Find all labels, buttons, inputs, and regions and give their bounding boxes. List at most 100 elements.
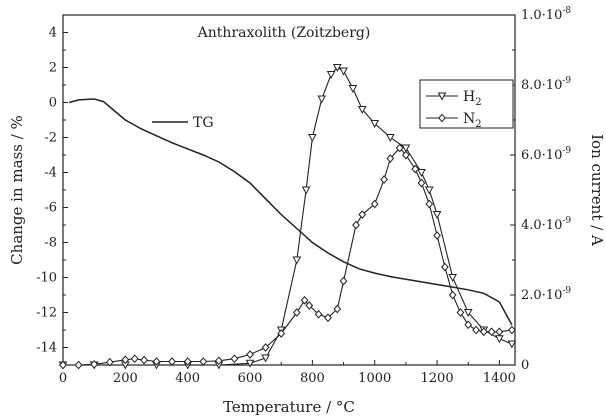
y-right-tick-label: 0 — [521, 358, 529, 373]
legend-box — [419, 79, 514, 129]
series-layer — [58, 64, 517, 370]
series-n2-point — [417, 178, 426, 188]
y-left-tick-label: -2 — [44, 131, 57, 146]
series-n2-point — [183, 357, 192, 366]
series-h2-point — [448, 274, 457, 283]
chart-title: Anthraxolith (Zoitzberg) — [197, 25, 371, 41]
series-h2-point — [507, 340, 517, 349]
series-h2-point — [332, 64, 342, 73]
y-left-tick-label: 0 — [49, 96, 57, 111]
y-left-tick-label: 4 — [49, 26, 57, 41]
y-left-tick-label: -6 — [44, 201, 57, 216]
x-tick-label: 400 — [175, 371, 200, 386]
series-n2-point — [402, 150, 410, 160]
x-axis-title: Temperature / °C — [223, 398, 355, 416]
series-h2-point — [301, 186, 311, 195]
x-tick-label: 1200 — [421, 371, 454, 386]
y-left-tick-label: -14 — [36, 341, 57, 356]
y-left-tick-label: -12 — [36, 306, 57, 321]
series-h2-point — [261, 354, 270, 363]
series-tg-line — [69, 98, 513, 326]
y-right-tick-label: 2.0·10-9 — [521, 286, 571, 303]
tg-annotation-label: TG — [193, 115, 214, 131]
y-left-tick-label: -8 — [44, 236, 57, 251]
y-right-tick-exponent: -9 — [562, 286, 571, 296]
series-n2-point — [358, 210, 367, 219]
series-n2-point — [261, 343, 270, 352]
y-left-tick-label: -10 — [36, 271, 57, 286]
series-n2-point — [121, 355, 130, 365]
series-n2-point — [292, 308, 301, 317]
y-axis-left-title: Change in mass / % — [8, 115, 26, 265]
y-axis-left: 4 2 0 -2 -4 -6 -8 -10 -12 -14 — [36, 14, 68, 356]
series-h2-point — [339, 67, 348, 76]
x-tick-label: 0 — [59, 371, 67, 386]
x-tick-label: 600 — [238, 371, 263, 386]
series-h2-point — [385, 134, 395, 143]
series-n2-point — [90, 359, 99, 369]
series-h2-point — [417, 169, 426, 178]
y-axis-right: 0 2.0·10-9 4.0·10-9 6.0·10-9 8.0·10-9 1.0·10-… — [510, 6, 571, 373]
y-left-tick-label: -4 — [44, 166, 57, 181]
series-n2-point — [300, 295, 309, 305]
series-n2-point — [352, 220, 360, 230]
series-n2-point — [333, 304, 342, 314]
series-n2-point — [395, 143, 404, 153]
series-n2-point — [105, 357, 114, 367]
series-n2-point — [152, 357, 161, 366]
series-n2-point — [314, 309, 323, 319]
series-h2-point — [308, 134, 317, 143]
series-n2-point — [380, 175, 388, 184]
series-n2-point — [74, 360, 83, 370]
series-n2-point — [246, 350, 254, 359]
series-h2-point — [370, 120, 380, 129]
series-n2-point — [456, 308, 465, 317]
series-n2-point — [277, 329, 286, 338]
series-n2-point — [199, 357, 208, 366]
y-right-tick-label: 4.0·10-9 — [521, 216, 571, 233]
series-n2-point — [140, 355, 148, 365]
y-right-tick-label: 1.0·10-8 — [521, 6, 571, 23]
series-n2-point — [324, 313, 332, 323]
y-right-tick-exponent: -9 — [562, 146, 571, 156]
x-tick-label: 800 — [300, 371, 325, 386]
series-n2-point — [425, 199, 434, 209]
series-n2-point — [59, 360, 67, 370]
y-right-tick-label: 6.0·10-9 — [521, 146, 571, 163]
series-h2-point — [357, 106, 367, 115]
series-h2-point — [401, 144, 411, 153]
series-n2-point — [230, 354, 239, 364]
y-right-tick-label: 8.0·10-9 — [521, 76, 571, 93]
series-n2-point — [433, 231, 441, 240]
series-n2-point — [508, 325, 516, 335]
y-left-tick-label: 2 — [49, 61, 57, 76]
y-axis-right-title: Ion current / A — [588, 134, 606, 246]
series-n2-point — [168, 357, 176, 366]
y-right-tick-exponent: -8 — [562, 6, 571, 16]
legend-h2-subscript: 2 — [475, 97, 481, 108]
x-tick-label: 1400 — [483, 371, 516, 386]
series-n2-point — [370, 199, 379, 209]
series-h2-point — [348, 85, 358, 94]
series-h2-point — [463, 309, 473, 318]
x-tick-label: 1000 — [358, 371, 391, 386]
legend-n2-subscript: 2 — [475, 119, 481, 130]
series-h2-point — [245, 359, 255, 368]
series-h2-point — [317, 95, 327, 104]
series-n2-line — [63, 147, 512, 366]
x-tick-label: 200 — [113, 371, 138, 386]
legend-h2-marker — [437, 92, 447, 101]
series-h2-point — [292, 256, 302, 265]
series-h2-point — [424, 186, 434, 195]
y-right-tick-exponent: -9 — [562, 216, 571, 226]
series-n2-point — [487, 327, 496, 337]
series-n2-point — [472, 325, 480, 335]
series-h2-point — [432, 211, 442, 220]
series-n2-point — [479, 327, 488, 337]
series-n2-point — [305, 301, 314, 310]
series-n2-point — [495, 327, 504, 337]
series-n2-point — [448, 290, 457, 300]
legend-n2-marker — [438, 113, 446, 123]
